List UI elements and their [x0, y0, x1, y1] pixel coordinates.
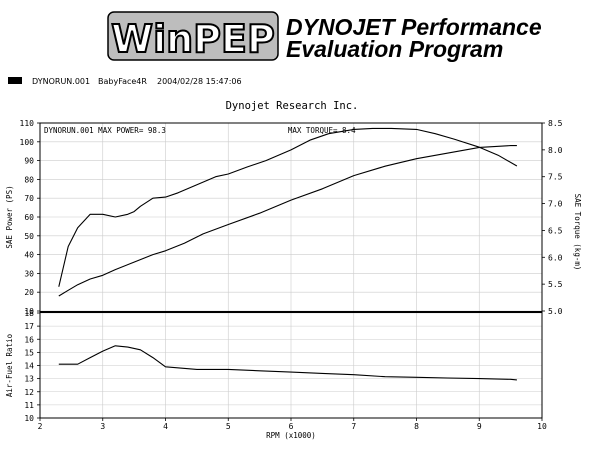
- power-tick-label: 10: [24, 307, 34, 316]
- winpep-logo: WinPEP: [107, 11, 279, 62]
- plot-layer: 10 20 30 40 50 60 70 80 90 100 110 5.0 5.5 6.0 6.5 7.0 7…: [5, 119, 582, 440]
- power-tick-label: 80: [24, 175, 34, 184]
- torque-tick-label: 8.5: [548, 119, 563, 128]
- afr-axis-title: Air-Fuel Ratio: [5, 333, 14, 397]
- rpm-tick-label: 8: [414, 422, 419, 431]
- rpm-tick-label: 2: [38, 422, 43, 431]
- afr-tick-label: 14: [24, 362, 34, 371]
- x-axis-title: RPM (x1000): [266, 431, 316, 440]
- power-tick-label: 110: [20, 119, 35, 128]
- rpm-tick-label: 9: [477, 422, 482, 431]
- afr-tick-label: 13: [24, 375, 34, 384]
- rpm-tick-label: 3: [100, 422, 105, 431]
- max-torque-annotation: MAX TORQUE= 8.4: [288, 126, 356, 135]
- header-title-line2: Evaluation Program: [286, 36, 503, 62]
- torque-tick-label: 7.0: [548, 200, 563, 209]
- torque-tick-label: 6.0: [548, 253, 563, 262]
- power-tick-label: 100: [20, 138, 35, 147]
- power-tick-label: 50: [24, 232, 34, 241]
- afr-curve: [58, 345, 517, 381]
- rpm-tick-label: 10: [537, 422, 547, 431]
- torque-curve: [58, 127, 518, 287]
- afr-tick-label: 12: [24, 388, 34, 397]
- afr-tick-label: 17: [24, 322, 34, 331]
- torque-tick-label: 8.0: [548, 146, 563, 155]
- afr-tick-label: 15: [24, 348, 34, 357]
- logo-text: WinPEP: [111, 17, 275, 61]
- torque-axis-title: SAE Torque (kg-m): [573, 194, 582, 271]
- power-tick-label: 30: [24, 269, 34, 278]
- torque-tick-label: 7.5: [548, 173, 563, 182]
- afr-tick-label: 18: [24, 309, 34, 318]
- torque-tick-label: 6.5: [548, 226, 563, 235]
- run-name: BabyFace4R: [98, 77, 147, 86]
- header-title-line1: DYNOJET Performance: [286, 14, 542, 40]
- torque-tick-label: 5.5: [548, 280, 563, 289]
- power-tick-label: 40: [24, 251, 34, 260]
- run-legend-swatch: [8, 77, 22, 84]
- run-timestamp: 2004/02/28 15:47:06: [157, 77, 242, 86]
- power-tick-label: 60: [24, 213, 34, 222]
- chart-title: Dynojet Research Inc.: [226, 100, 359, 112]
- rpm-tick-label: 5: [226, 422, 231, 431]
- power-tick-label: 20: [24, 288, 34, 297]
- afr-tick-label: 10: [24, 414, 34, 423]
- max-power-annotation: DYNORUN.001 MAX POWER= 98.3: [44, 126, 166, 135]
- rpm-tick-label: 7: [351, 422, 356, 431]
- afr-tick-label: 11: [24, 401, 34, 410]
- run-file: DYNORUN.001: [32, 77, 90, 86]
- power-tick-label: 70: [24, 194, 34, 203]
- power-curve: [58, 145, 517, 297]
- afr-tick-label: 16: [24, 335, 34, 344]
- torque-tick-label: 5.0: [548, 307, 563, 316]
- rpm-tick-label: 6: [289, 422, 294, 431]
- power-axis-title: SAE Power (PS): [5, 185, 14, 248]
- rpm-tick-label: 4: [163, 422, 168, 431]
- power-tick-label: 90: [24, 157, 34, 166]
